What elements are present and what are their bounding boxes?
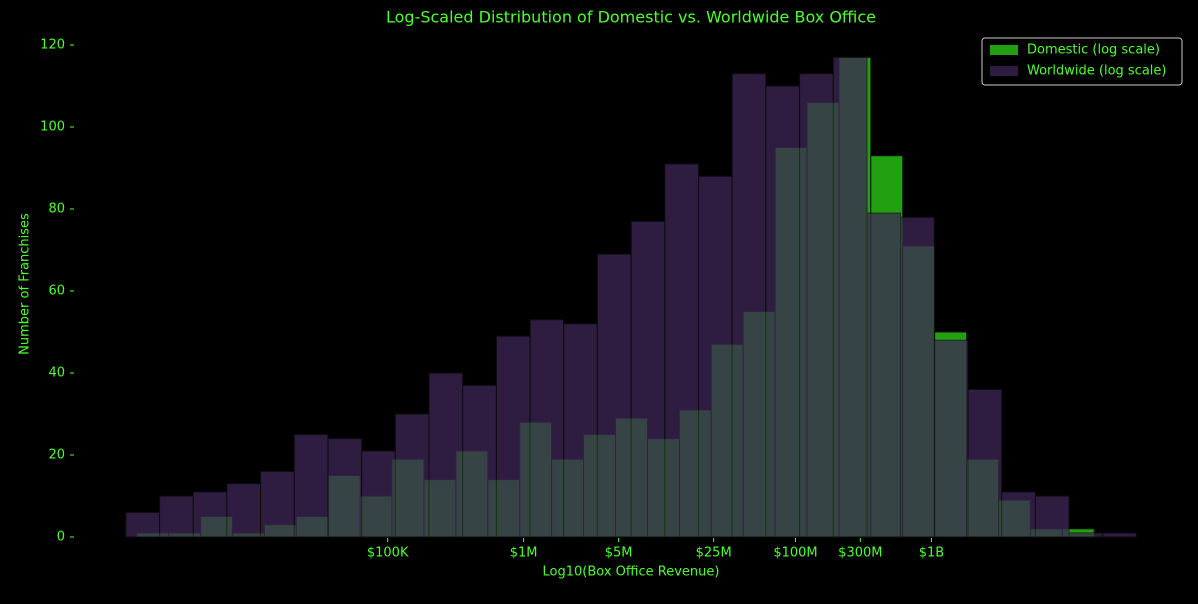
x-tick-label: $1M: [510, 546, 538, 561]
x-tick-label: $300M: [838, 546, 882, 561]
histogram-bar: [1102, 532, 1137, 538]
y-tick-label: 20: [48, 448, 65, 463]
y-tick-label: 40: [48, 366, 65, 381]
x-tick-label: $1B: [919, 546, 944, 561]
x-tick-label: $100M: [773, 546, 817, 561]
chart-title: Log-Scaled Distribution of Domestic vs. …: [386, 8, 876, 27]
histogram-bar: [664, 163, 700, 538]
x-axis-label: Log10(Box Office Revenue): [543, 565, 720, 580]
legend-box: [981, 37, 1183, 86]
histogram-bar: [361, 450, 396, 538]
histogram-bar: [125, 511, 161, 538]
histogram-bar: [327, 438, 363, 538]
histogram-bar: [260, 470, 295, 538]
histogram-bar: [596, 253, 632, 538]
histogram-bar: [192, 491, 228, 538]
x-tick-label: $100K: [367, 546, 409, 561]
legend-label: Domestic (log scale): [1027, 43, 1160, 58]
y-tick-label: 60: [48, 284, 65, 299]
y-tick-label: 0: [57, 530, 65, 545]
histogram-bar: [563, 323, 598, 538]
x-tick-label: $5M: [605, 546, 633, 561]
histogram-bar: [462, 384, 497, 538]
histogram-bar: [698, 175, 733, 538]
y-tick-label: 80: [48, 202, 65, 217]
histogram-bar: [293, 434, 329, 538]
histogram-bar: [529, 319, 565, 538]
series: [125, 56, 1137, 538]
histogram-bar: [967, 388, 1003, 538]
legend-swatch: [990, 66, 1018, 76]
histogram-bar: [428, 372, 464, 538]
histogram-bar: [394, 413, 430, 538]
histogram-bar: [159, 495, 194, 538]
y-tick-label: 120: [40, 38, 65, 53]
histogram-bar: [933, 339, 969, 538]
histogram-bar: [799, 73, 834, 538]
histogram-bar: [900, 216, 935, 538]
histogram-bar: [731, 73, 767, 538]
histogram-bar: [495, 335, 531, 538]
histogram-bar: [1034, 495, 1070, 538]
y-axis-label: Number of Franchises: [18, 213, 33, 355]
histogram-bar: [630, 220, 666, 538]
legend-swatch: [990, 45, 1018, 55]
legend-label: Worldwide (log scale): [1027, 64, 1166, 79]
histogram-bar: [1001, 491, 1036, 538]
histogram-bar: [832, 56, 868, 538]
histogram-bar: [866, 212, 902, 538]
histogram-bar: [765, 85, 801, 538]
x-tick-label: $25M: [696, 546, 732, 561]
histogram-bar: [1068, 532, 1104, 538]
y-tick-label: 100: [40, 120, 65, 135]
histogram-bar: [226, 483, 262, 538]
